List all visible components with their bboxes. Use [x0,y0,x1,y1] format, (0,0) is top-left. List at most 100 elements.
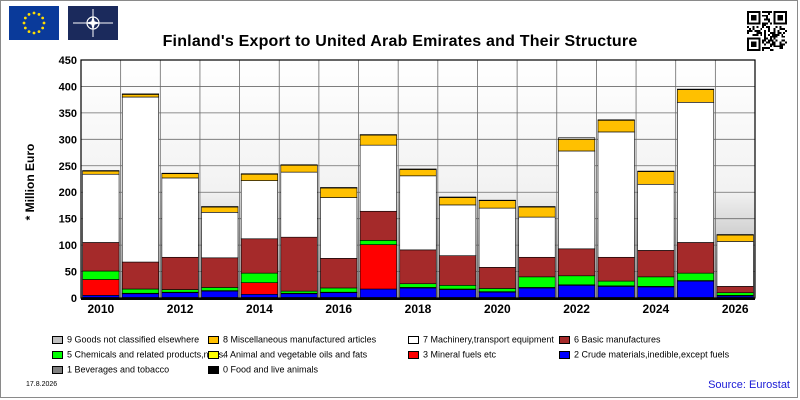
chart-title: Finland's Export to United Arab Emirates… [162,33,638,50]
bar-segment-2016-s7 [320,197,358,259]
bar-segment-2019-s2 [439,289,477,298]
bar-segment-2023-s2 [597,286,635,298]
bar-segment-2017-s9 [359,134,397,136]
bar-segment-2012-s8 [161,173,199,179]
bar-segment-2024-s2 [637,286,675,298]
bar-segment-2014-s7 [240,180,278,240]
bar-segment-2011-s2 [121,293,160,298]
bar-segment-2014-s5 [240,272,278,283]
bar-segment-2021-s2 [518,287,556,298]
bar-segment-2018-s5 [399,283,437,288]
bar-segment-2011-s7 [121,96,160,263]
y-tick-label: 300 [59,134,77,146]
y-tick-label: 200 [59,187,77,199]
bar-segment-2019-s7 [439,204,477,256]
bar-segment-2014-s2 [240,293,278,298]
bar-segment-2018-s8 [399,169,437,177]
y-tick-label: 50 [65,267,77,279]
legend-label: 7 Machinery,transport equipment [423,334,554,345]
bar-segment-2015-s9 [280,164,318,166]
bar-segment-2019-s6 [439,255,477,286]
bar-segment-2026-s6 [716,286,754,294]
bar-segment-2025-s6 [676,242,715,274]
bar-segment-2015-s5 [280,290,318,294]
bar-segment-2019-s9 [439,196,477,198]
legend-label: 9 Goods not classified elsewhere [67,334,200,345]
bar-segment-2020-s9 [478,199,516,201]
y-tick-label: 450 [59,55,77,67]
legend-swatch [52,350,63,359]
x-tick-label: 2012 [167,302,194,316]
bar-segment-2023-s8 [597,119,635,133]
bar-segment-2010-s2 [82,295,120,298]
legend: 9 Goods not classified elsewhere 8 Miscel… [52,334,752,380]
bar-segment-2025-s8 [676,89,715,103]
bar-segment-2026-s5 [716,292,754,296]
bar-segment-2018-s7 [399,175,437,251]
bar-segment-2022-s7 [558,150,596,250]
legend-swatch [559,335,570,344]
bar-segment-2014-s9 [240,173,278,175]
bar-segment-2026-s7 [716,241,754,287]
bar-segment-2013-s8 [201,206,239,213]
bar-segment-2017-s6 [359,210,397,241]
bar-segment-2012-s6 [161,256,199,290]
bar-segment-2026-s8 [716,234,754,242]
bar-segment-2020-s7 [478,207,516,268]
bar-segment-2015-s8 [280,164,318,173]
bar-segment-2019-s8 [439,197,477,206]
legend-swatch [559,350,570,359]
bar-segment-2013-s7 [201,212,239,259]
legend-swatch [208,335,219,344]
legend-label: 5 Chemicals and related products,n.e.s. [67,349,226,360]
bar-segment-2016-s8 [320,187,358,198]
bar-segment-2013-s9 [201,206,239,208]
bar-segment-2013-s5 [201,287,239,291]
legend-label: 1 Beverages and tobacco [67,364,170,375]
bar-segment-2024-s9 [637,170,675,172]
legend-item: 8 Miscellaneous manufactured articles [208,334,376,346]
bar-segment-2012-s9 [161,172,199,175]
legend-label: 0 Food and live animals [223,364,319,375]
legend-item: 7 Machinery,transport equipment [408,334,554,346]
bar-segment-2022-s8 [558,139,596,152]
bar-segment-2012-s2 [161,292,199,298]
bar-segment-2017-s2 [359,288,397,298]
y-tick-label: 400 [59,81,77,93]
x-tick-label: 2018 [405,302,432,316]
bar-segment-2010-s5 [82,270,120,280]
bar-segment-2011-s8 [121,94,160,98]
bar-segment-2025-s9 [676,88,715,90]
legend-swatch [208,365,219,374]
bar-segment-2018-s9 [399,168,437,170]
nato-flag-icon [68,6,118,40]
legend-swatch [208,350,219,359]
y-tick-label: 350 [59,108,77,120]
eu-flag-icon [9,6,59,40]
bar-segment-2021-s6 [518,256,556,278]
y-axis-label: * Million Euro [23,144,37,221]
legend-label: 8 Miscellaneous manufactured articles [223,334,377,345]
bar-segment-2010-s9 [82,170,120,172]
legend-label: 6 Basic manufactures [574,334,661,345]
bar-segment-2014-s8 [240,173,278,181]
bar-segment-2026-s9 [716,234,754,236]
bar-segment-2025-s2 [676,280,715,298]
x-tick-label: 2016 [325,302,352,316]
legend-swatch [408,335,419,344]
bar-segment-2013-s2 [201,290,239,298]
legend-swatch [52,365,63,374]
bar-segment-2022-s6 [558,248,596,277]
bar-segment-2022-s2 [558,285,596,298]
bar-segment-2016-s6 [320,258,358,289]
bar-segment-2021-s5 [518,276,556,288]
bar-segment-2020-s2 [478,291,516,298]
bar-segment-2010-s8 [82,170,120,175]
bar-segment-2010-s7 [82,173,120,243]
bar-segment-2015-s7 [280,171,318,238]
bar-segment-2021-s8 [518,206,556,218]
x-tick-label: 2020 [484,302,511,316]
bar-segment-2017-s5 [359,240,397,245]
bar-segment-2018-s6 [399,249,437,285]
